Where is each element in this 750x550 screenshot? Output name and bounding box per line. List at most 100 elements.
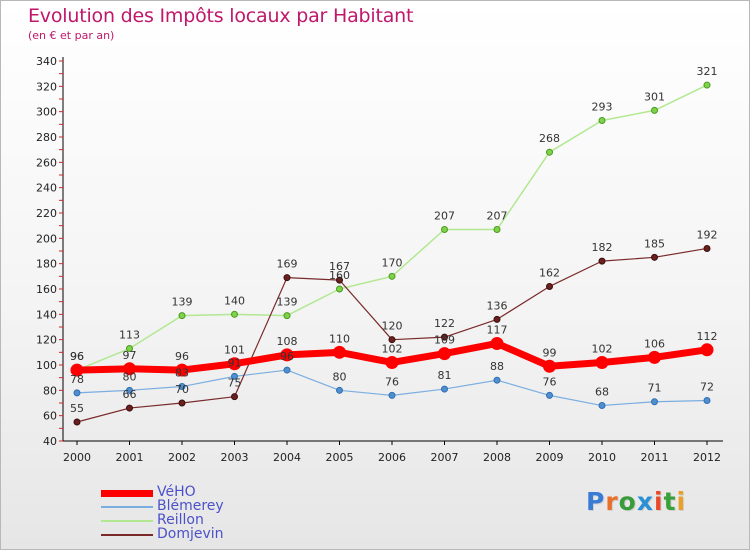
data-label: 78 — [70, 373, 84, 386]
series-layer — [70, 81, 714, 426]
x-tick-label: 2005 — [326, 451, 354, 464]
data-label: 169 — [277, 258, 298, 271]
data-point — [490, 336, 504, 350]
data-label: 99 — [543, 346, 557, 359]
x-tick-label: 2007 — [431, 451, 459, 464]
legend-swatch — [101, 520, 153, 522]
data-point — [283, 274, 291, 282]
data-label: 160 — [329, 269, 350, 282]
x-tick-label: 2008 — [483, 451, 511, 464]
data-point — [228, 357, 241, 371]
series-blémerey — [73, 366, 711, 410]
data-label: 97 — [123, 349, 137, 362]
data-label: 70 — [175, 383, 189, 396]
data-point — [126, 386, 133, 394]
chart-title: Evolution des Impôts locaux par Habitant — [28, 5, 414, 27]
data-point — [73, 418, 81, 426]
data-point — [385, 355, 399, 369]
data-label: 207 — [434, 209, 455, 222]
data-label: 71 — [648, 382, 662, 395]
legend-swatch — [101, 490, 153, 497]
data-point — [441, 385, 448, 393]
data-label: 167 — [329, 260, 350, 273]
data-point — [438, 347, 451, 361]
legend-item: VéHO — [101, 484, 301, 500]
data-label: 72 — [700, 380, 714, 393]
data-label: 80 — [333, 370, 347, 383]
data-point — [388, 272, 396, 280]
data-label: 301 — [644, 90, 665, 103]
data-point — [70, 363, 84, 377]
legend-label: Blémerey — [157, 498, 224, 514]
data-point — [283, 312, 291, 320]
data-point — [441, 333, 448, 341]
data-label: 109 — [434, 334, 455, 347]
data-point — [546, 282, 553, 290]
data-label: 68 — [595, 386, 609, 399]
data-label: 101 — [224, 344, 245, 357]
data-label: 102 — [382, 342, 403, 355]
data-label: 80 — [123, 370, 137, 383]
data-point — [441, 225, 448, 233]
x-tick-label: 2003 — [221, 451, 249, 464]
legend-label: Domjevin — [157, 526, 224, 542]
data-point — [648, 350, 661, 364]
data-label: 81 — [438, 369, 452, 382]
data-label: 102 — [592, 342, 613, 355]
data-label: 96 — [175, 350, 189, 363]
data-point — [651, 106, 658, 114]
series-vého — [70, 336, 714, 377]
series-reillon — [73, 81, 711, 374]
x-tick-label: 2001 — [116, 451, 144, 464]
data-label: 162 — [539, 266, 560, 279]
legend-label: VéHO — [157, 484, 196, 500]
data-point — [388, 391, 396, 399]
data-label: 110 — [329, 332, 350, 345]
data-point — [493, 376, 501, 384]
data-point — [598, 257, 606, 265]
data-point — [333, 345, 346, 359]
y-tick-label: 120 — [36, 334, 57, 347]
data-label: 140 — [224, 294, 245, 307]
data-point — [388, 336, 396, 344]
data-point — [598, 402, 606, 410]
data-point — [178, 399, 186, 407]
data-label: 122 — [434, 317, 455, 330]
y-tick-label: 200 — [36, 232, 57, 245]
data-label: 139 — [277, 296, 298, 309]
data-point — [73, 389, 81, 397]
data-label: 76 — [543, 375, 557, 388]
legend-item: Reillon — [101, 512, 301, 528]
data-point — [178, 383, 186, 391]
data-point — [231, 372, 238, 380]
data-label: 321 — [697, 65, 718, 78]
legend-item: Domjevin — [101, 526, 301, 542]
data-point — [493, 225, 501, 233]
data-point — [336, 285, 343, 293]
x-tick-label: 2000 — [63, 451, 91, 464]
x-tick-label: 2012 — [693, 451, 721, 464]
data-label: 96 — [280, 350, 294, 363]
data-label: 207 — [487, 209, 508, 222]
data-label: 113 — [119, 329, 140, 342]
data-point — [231, 393, 238, 401]
data-label: 88 — [490, 360, 504, 373]
data-point — [336, 276, 343, 284]
data-point — [703, 244, 711, 252]
data-label: 76 — [385, 375, 399, 388]
series-domjevin — [73, 244, 711, 426]
data-point — [126, 345, 133, 353]
data-point — [546, 391, 553, 399]
data-label: 106 — [644, 337, 665, 350]
data-point — [126, 404, 133, 412]
y-tick-label: 40 — [43, 435, 57, 448]
y-tick-label: 300 — [36, 106, 57, 119]
x-tick-label: 2011 — [641, 451, 669, 464]
data-label: 96 — [70, 350, 84, 363]
data-label: 91 — [228, 356, 242, 369]
data-label: 117 — [487, 323, 508, 336]
data-label: 182 — [592, 241, 613, 254]
data-point — [123, 362, 136, 376]
data-point — [595, 355, 609, 369]
data-label: 83 — [175, 367, 189, 380]
